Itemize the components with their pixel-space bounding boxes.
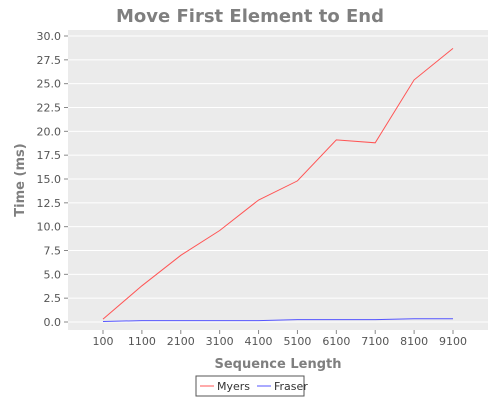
y-axis-title: Time (ms) (13, 143, 28, 216)
chart-title: Move First Element to End (116, 6, 384, 27)
legend: Myers Fraser (195, 375, 308, 397)
y-tick-label: 7.5 (44, 245, 62, 258)
x-tick-label: 100 (93, 335, 114, 348)
x-axis: 100 1100 2100 3100 4100 5100 6100 7100 8100 9100 (93, 330, 467, 348)
y-tick-label: 22.5 (37, 102, 62, 115)
x-tick-label: 7100 (361, 335, 389, 348)
y-tick-label: 2.5 (44, 292, 62, 305)
series-line-fraser (102, 318, 453, 322)
plot-area (68, 30, 488, 330)
series-lines (102, 48, 454, 322)
y-tick-label: 25.0 (37, 78, 62, 91)
x-tick-label: 8100 (400, 335, 428, 348)
y-tick-label: 20.0 (37, 125, 62, 138)
x-tick-label: 6100 (322, 335, 350, 348)
y-tick-label: 30.0 (37, 30, 62, 43)
x-tick-label: 1100 (128, 335, 156, 348)
x-tick-label: 9100 (439, 335, 467, 348)
y-tick-label: 10.0 (37, 221, 62, 234)
y-tick-label: 27.5 (37, 54, 62, 67)
x-axis-title: Sequence Length (215, 357, 342, 372)
x-tick-label: 3100 (206, 335, 234, 348)
x-tick-label: 2100 (167, 335, 195, 348)
x-tick-label: 4100 (245, 335, 273, 348)
series-line-myers (102, 48, 454, 320)
y-tick-label: 12.5 (37, 197, 62, 210)
x-tick-label: 5100 (283, 335, 311, 348)
legend-label-fraser: Fraser (274, 380, 308, 393)
y-tick-label: 15.0 (37, 173, 62, 186)
legend-box (195, 375, 305, 397)
legend-label-myers: Myers (217, 380, 250, 393)
y-tick-label: 17.5 (37, 149, 62, 162)
y-tick-label: 5.0 (44, 268, 62, 281)
grid-lines (68, 35, 488, 323)
y-tick-label: 0.0 (44, 316, 62, 329)
y-axis: 0.0 2.5 5.0 7.5 10.0 12.5 15.0 17.5 20.0 22.5 25.0… (37, 30, 68, 329)
